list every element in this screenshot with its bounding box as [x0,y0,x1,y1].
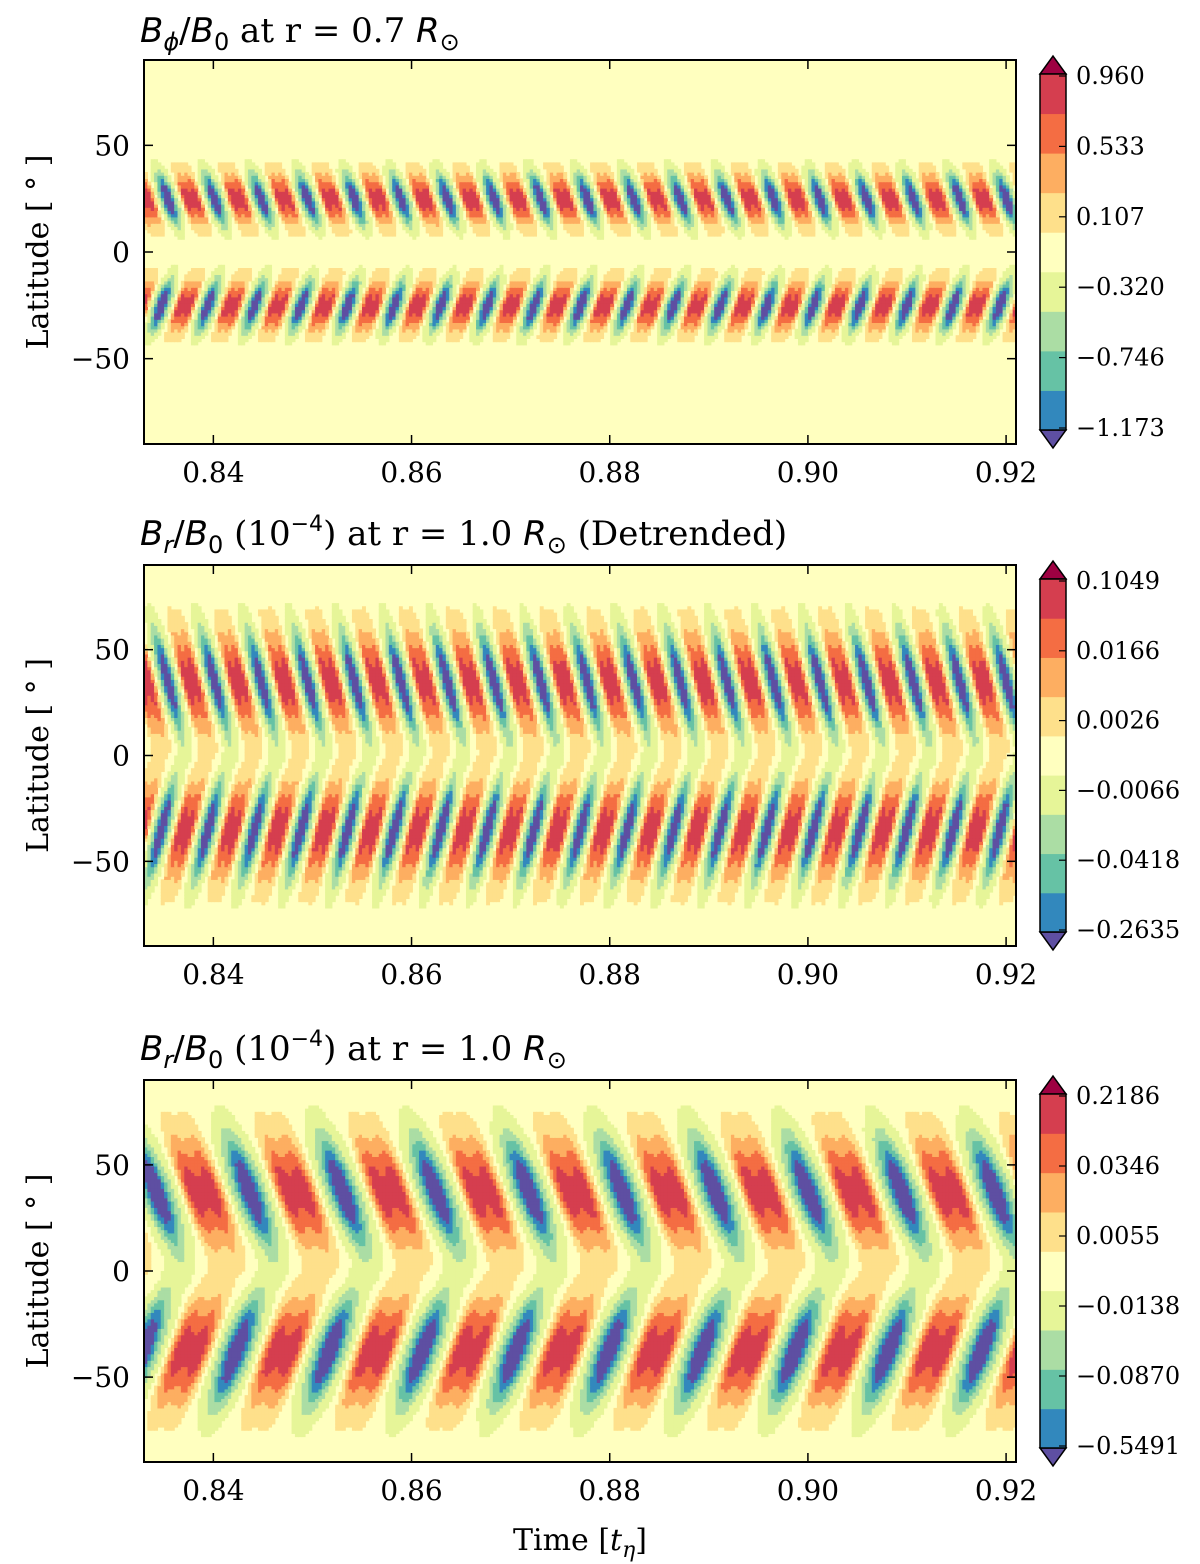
colorbar-level [1040,1369,1066,1410]
colorbar-tick-label: 0.2186 [1076,1082,1160,1110]
colorbar-level [1040,350,1066,391]
colorbar-level [1040,814,1066,855]
colorbar-level [1040,853,1066,894]
colorbar-level [1040,735,1066,776]
colorbar-level [1040,775,1066,815]
x-tick-label: 0.84 [182,456,244,489]
colorbar-level [1040,74,1066,115]
colorbar-level [1040,696,1066,737]
y-tick-label: 50 [94,634,130,667]
y-axis-label: Latitude [ ° ] [21,1174,56,1369]
x-tick-label: 0.90 [777,1474,839,1507]
colorbar-level [1040,892,1066,933]
y-tick-label: 50 [94,129,130,162]
colorbar-level [1040,1330,1066,1370]
colorbar-tick-label: 0.533 [1076,132,1145,160]
y-tick-label: 50 [94,1149,130,1182]
colorbar-extend-max [1038,54,1068,75]
colorbar: 0.960 0.533 0.107 −0.320 −0.746 −1.173 [1038,54,1165,450]
colorbar-tick-label: 0.960 [1076,62,1145,90]
colorbar-level [1040,618,1066,658]
colorbar-tick-label: 0.0055 [1076,1222,1160,1250]
colorbar-level [1040,1408,1066,1449]
x-tick-label: 0.84 [182,958,244,991]
colorbar: 0.1049 0.0166 0.0026 −0.0066 −0.0418 −0.2635 [1038,559,1180,952]
colorbar-tick-label: 0.0026 [1076,707,1160,735]
heatmap-field [144,159,1016,346]
x-tick-label: 0.88 [579,958,641,991]
colorbar-tick-label: −0.320 [1076,273,1165,301]
x-tick-label: 0.88 [579,1474,641,1507]
panel-3: 0.84 0.86 0.88 0.90 0.92 50 0 −50 Latitude [ ° ]… [21,1027,1180,1563]
colorbar-level [1040,1290,1066,1331]
y-axis-label: Latitude [ ° ] [21,658,56,853]
colorbar-level [1040,113,1066,154]
colorbar-level [1040,390,1066,431]
colorbar-tick-label: −0.746 [1076,344,1165,372]
colorbar-tick-label: −0.0066 [1076,776,1180,804]
x-tick-label: 0.86 [380,958,442,991]
x-tick-label: 0.92 [975,456,1037,489]
colorbar-level [1040,1251,1066,1292]
x-tick-label: 0.90 [777,958,839,991]
colorbar-level [1040,271,1066,312]
colorbar-level [1040,153,1066,194]
colorbar-tick-label: 0.1049 [1076,567,1160,595]
heatmap-background [144,60,1016,444]
x-tick-label: 0.86 [380,456,442,489]
x-axis-label: Time [tη] [513,1523,647,1563]
colorbar-tick-label: −0.0870 [1076,1362,1180,1390]
panel-title: Bϕ/B0 at r = 0.7 R⊙ [140,11,460,56]
x-tick-label: 0.92 [975,958,1037,991]
colorbar-tick-label: −0.0138 [1076,1292,1180,1320]
colorbar-extend-max [1038,1074,1068,1095]
y-axis-label: Latitude [ ° ] [21,155,56,350]
colorbar-level [1040,1094,1066,1134]
panel-1: 0.84 0.86 0.88 0.90 0.92 50 0 −50 Latitude [ ° ]… [21,11,1165,489]
colorbar-level [1040,232,1066,273]
colorbar-tick-label: −1.173 [1076,414,1165,442]
colorbar-level [1040,1212,1066,1252]
colorbar-tick-label: −0.0418 [1076,846,1180,874]
colorbar-level [1040,1172,1066,1213]
y-tick-label: −50 [71,1361,130,1394]
y-tick-label: −50 [71,845,130,878]
panel-2: 0.84 0.86 0.88 0.90 0.92 50 0 −50 Latitude [ ° ]… [21,512,1180,991]
colorbar-tick-label: 0.0166 [1076,637,1160,665]
y-tick-label: 0 [112,740,130,773]
panel-title: Br/B0 (10−4) at r = 1.0 R⊙ (Detrended) [140,512,787,559]
colorbar-level [1040,192,1066,233]
colorbar: 0.2186 0.0346 0.0055 −0.0138 −0.0870 −0.5491 [1038,1074,1180,1468]
colorbar-extend-max [1038,559,1068,580]
x-tick-label: 0.90 [777,456,839,489]
colorbar-tick-label: 0.0346 [1076,1152,1160,1180]
y-tick-label: 0 [112,1255,130,1288]
x-tick-label: 0.86 [380,1474,442,1507]
colorbar-extend-min [1038,429,1068,450]
colorbar-level [1040,657,1066,698]
y-tick-label: 0 [112,236,130,269]
colorbar-tick-label: −0.2635 [1076,916,1180,944]
colorbar-extend-min [1038,1447,1068,1468]
colorbar-tick-label: −0.5491 [1076,1432,1180,1460]
x-tick-label: 0.92 [975,1474,1037,1507]
colorbar-tick-label: 0.107 [1076,203,1145,231]
colorbar-level [1040,1133,1066,1174]
heatmap-field [144,603,1016,909]
y-tick-label: −50 [71,343,130,376]
colorbar-level [1040,579,1066,619]
heatmap-field [144,1105,1016,1438]
colorbar-level [1040,311,1066,352]
x-tick-label: 0.88 [579,456,641,489]
colorbar-extend-min [1038,931,1068,952]
x-tick-label: 0.84 [182,1474,244,1507]
panel-title: Br/B0 (10−4) at r = 1.0 R⊙ [140,1027,567,1074]
